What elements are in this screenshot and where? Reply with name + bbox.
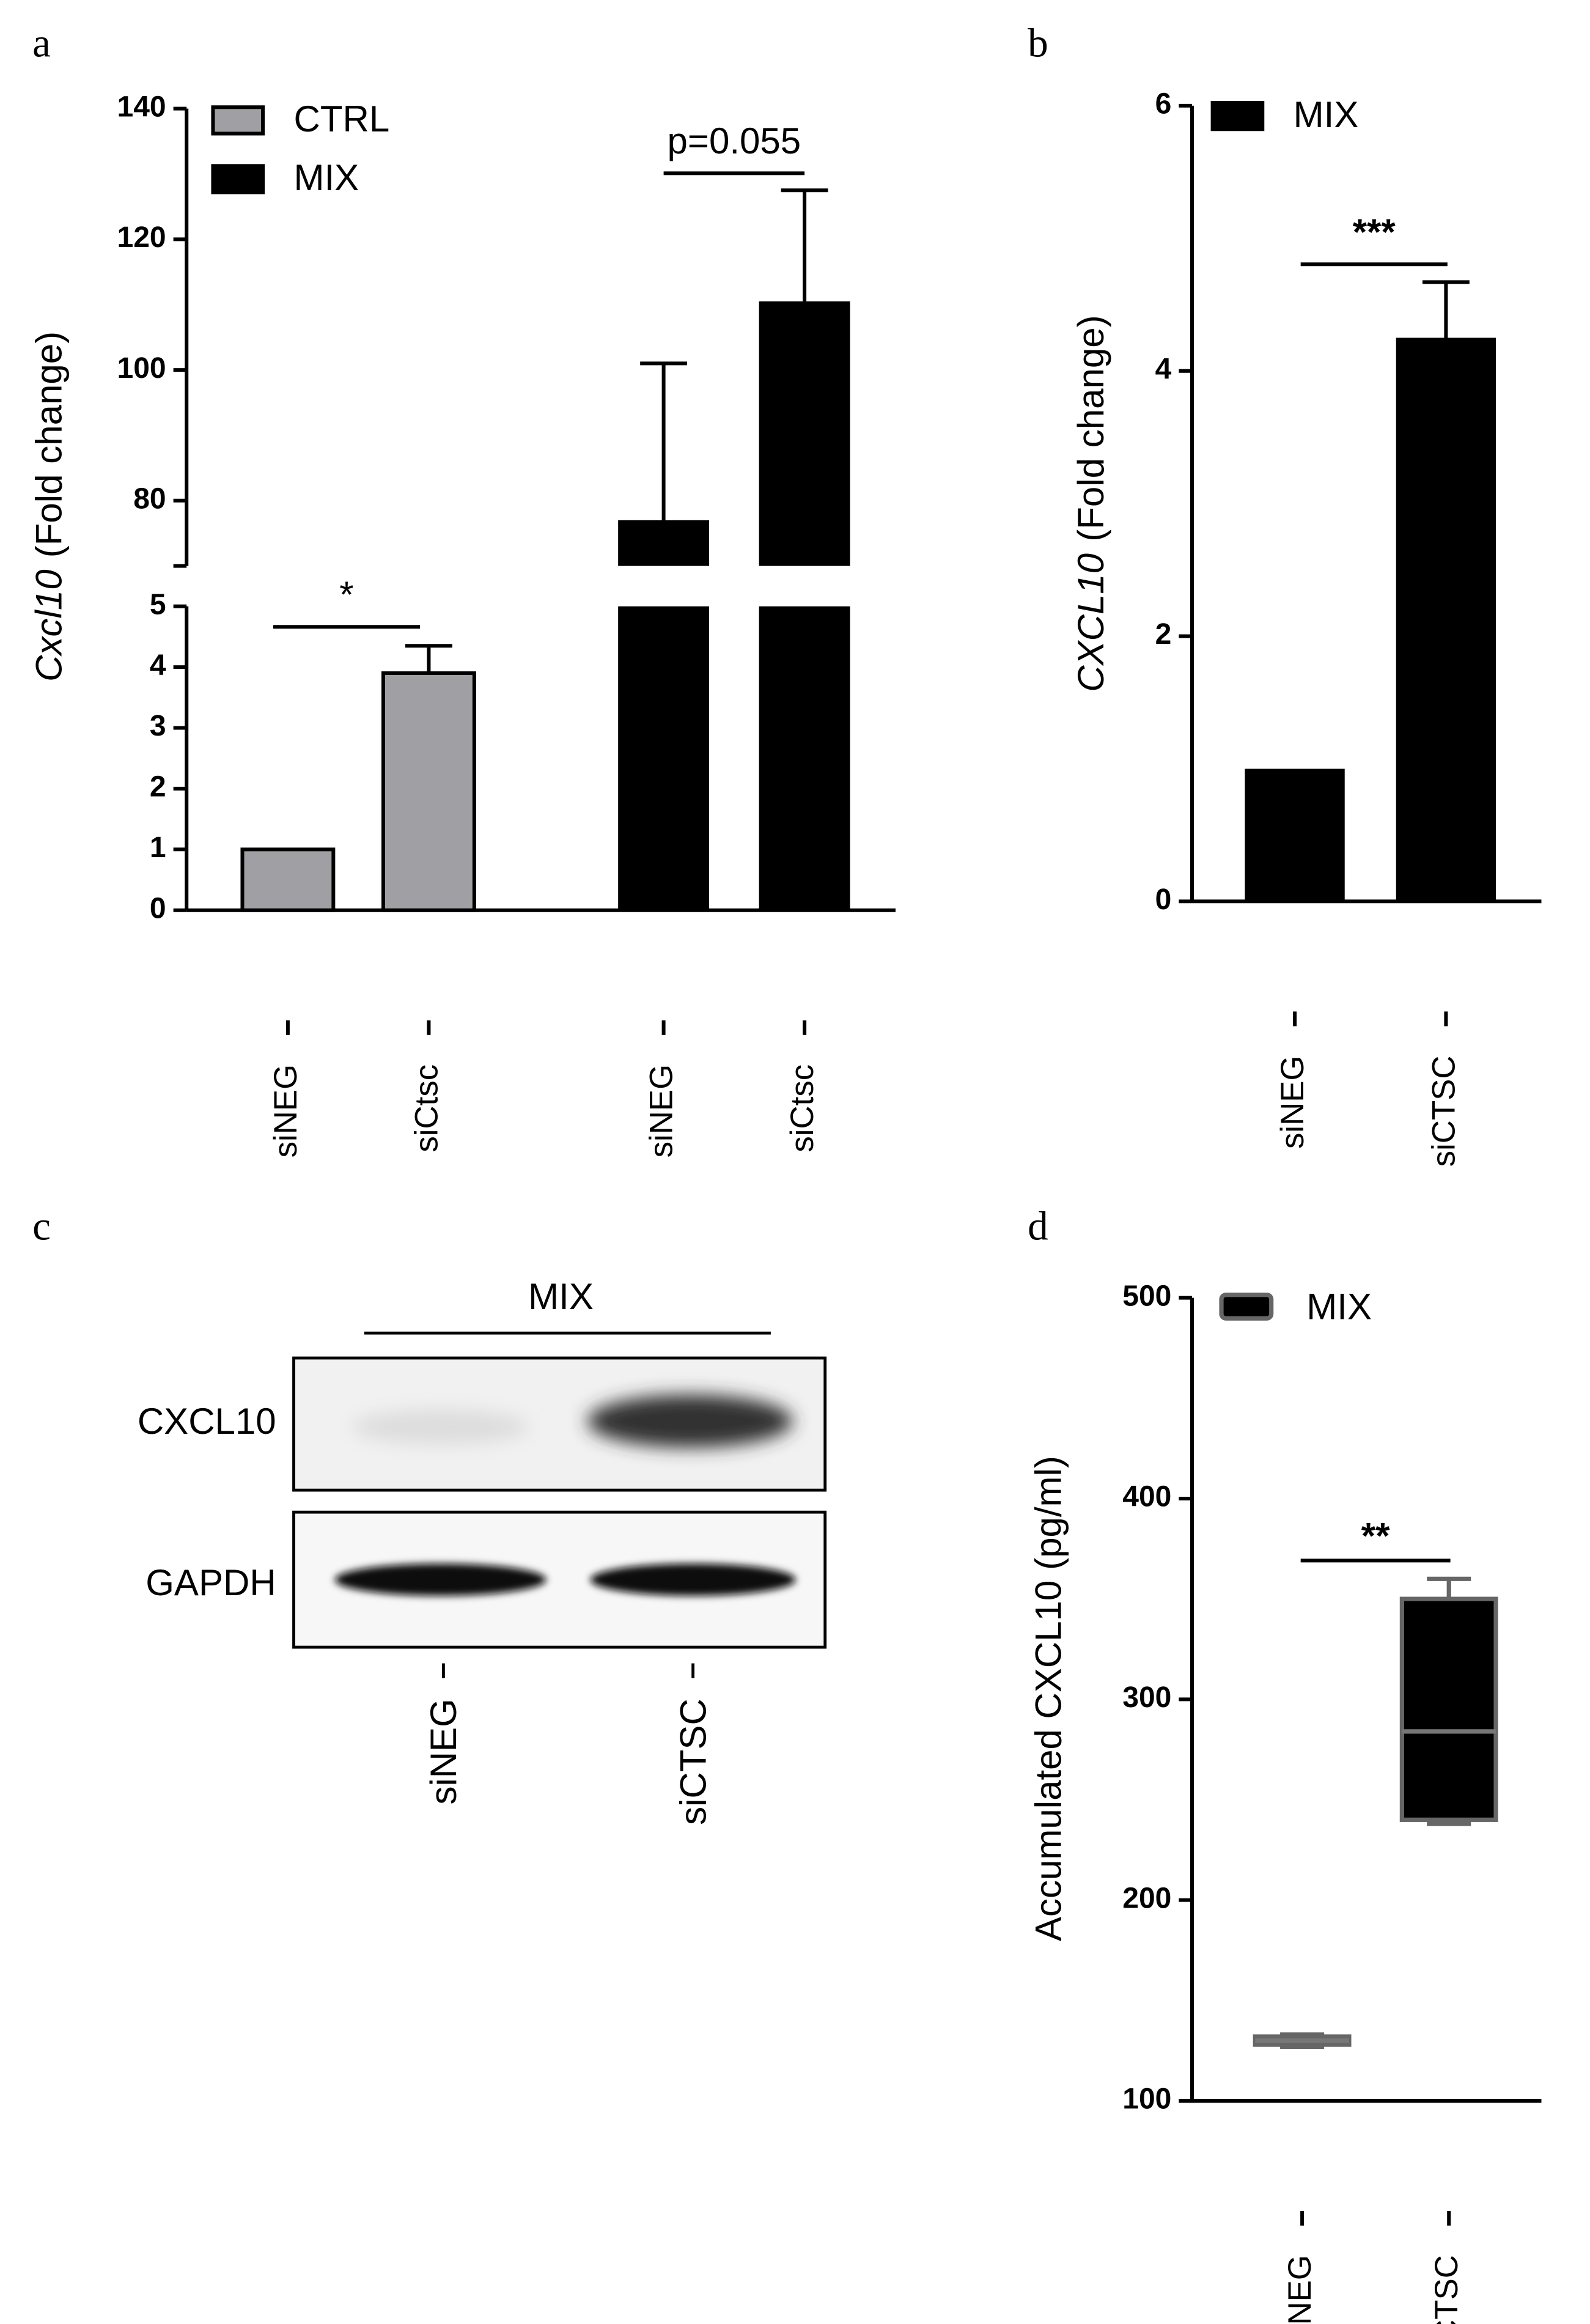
legend-label: MIX bbox=[1306, 1286, 1372, 1327]
blot-row-label: GAPDH bbox=[145, 1562, 276, 1603]
y-tick-label: 0 bbox=[1155, 883, 1172, 916]
x-tick-label: siCTSC bbox=[1426, 1055, 1462, 1167]
annotation: ** bbox=[1361, 1515, 1390, 1556]
panel-letter: a bbox=[32, 20, 51, 65]
x-tick-label: siNEG bbox=[423, 1699, 464, 1804]
y-tick-label: 4 bbox=[150, 649, 166, 682]
y-tick-label: 1 bbox=[150, 832, 166, 864]
y-tick-label: 100 bbox=[117, 352, 166, 385]
bar bbox=[1396, 338, 1496, 902]
x-tick-label: siNEG bbox=[268, 1064, 304, 1158]
panel-letter: c bbox=[32, 1203, 51, 1249]
x-tick-label: siCtsc bbox=[784, 1064, 820, 1153]
bar bbox=[618, 520, 710, 566]
y-tick-label: 200 bbox=[1122, 1882, 1171, 1914]
x-tick-label: siCTSC bbox=[672, 1699, 713, 1825]
x-tick-label: siCtsc bbox=[408, 1064, 444, 1153]
y-tick-label: 120 bbox=[117, 221, 166, 254]
legend-swatch bbox=[211, 105, 265, 136]
y-axis-label-part: CXCL10 bbox=[1070, 553, 1111, 692]
bar bbox=[759, 606, 850, 910]
bar bbox=[1245, 769, 1345, 902]
x-tick-label: siNEG bbox=[1275, 1055, 1311, 1149]
y-axis-label-part: Cxcl10 bbox=[28, 569, 69, 681]
y-tick-label: 80 bbox=[133, 482, 166, 515]
y-tick-label: 6 bbox=[1155, 88, 1172, 120]
legend-label: MIX bbox=[1294, 94, 1359, 135]
error-bar bbox=[781, 188, 828, 301]
blot-title: MIX bbox=[528, 1276, 594, 1317]
y-tick-label: 0 bbox=[150, 892, 166, 924]
bar bbox=[240, 847, 336, 912]
y-axis-label: Cxcl10 (Fold change) bbox=[28, 331, 69, 682]
y-axis-label-part: (Fold change) bbox=[28, 331, 69, 558]
legend-swatch bbox=[211, 164, 265, 194]
y-tick-label: 4 bbox=[1155, 353, 1172, 385]
y-tick-label: 140 bbox=[117, 90, 166, 123]
y-tick-label: 500 bbox=[1122, 1280, 1171, 1312]
panel-letter: b bbox=[1028, 20, 1048, 65]
x-tick-label: siNEG bbox=[1282, 2255, 1318, 2324]
annotation: *** bbox=[1353, 212, 1396, 253]
error-bar bbox=[405, 644, 452, 674]
x-tick-label: siNEG bbox=[644, 1064, 680, 1158]
y-axis-label-part: (Fold change) bbox=[1070, 315, 1111, 541]
legend-swatch bbox=[1210, 101, 1265, 131]
blot-row-label: CXCL10 bbox=[138, 1401, 276, 1442]
y-tick-label: 2 bbox=[1155, 618, 1172, 651]
box bbox=[1399, 1596, 1498, 1822]
legend-label: CTRL bbox=[294, 98, 390, 139]
panel-letter: d bbox=[1028, 1203, 1048, 1249]
bar bbox=[618, 606, 710, 910]
y-tick-label: 400 bbox=[1122, 1481, 1171, 1513]
blot-image bbox=[292, 1331, 827, 1678]
annotation: * bbox=[339, 574, 353, 615]
error-bar bbox=[1422, 280, 1470, 338]
legend-label: MIX bbox=[294, 157, 359, 198]
y-tick-label: 5 bbox=[150, 588, 166, 621]
bar bbox=[759, 301, 850, 566]
y-tick-label: 300 bbox=[1122, 1681, 1171, 1714]
legend-swatch bbox=[1219, 1293, 1274, 1321]
error-bar bbox=[640, 361, 688, 520]
x-tick-label: siCTSC bbox=[1429, 2255, 1465, 2324]
y-axis-label: Accumulated CXCL10 (pg/ml) bbox=[1028, 1456, 1069, 1941]
y-axis-label: CXCL10 (Fold change) bbox=[1070, 315, 1111, 692]
y-tick-label: 2 bbox=[150, 771, 166, 803]
y-tick-label: 3 bbox=[150, 710, 166, 742]
bar bbox=[381, 671, 476, 912]
y-tick-label: 100 bbox=[1122, 2083, 1171, 2116]
annotation: p=0.055 bbox=[668, 120, 801, 161]
